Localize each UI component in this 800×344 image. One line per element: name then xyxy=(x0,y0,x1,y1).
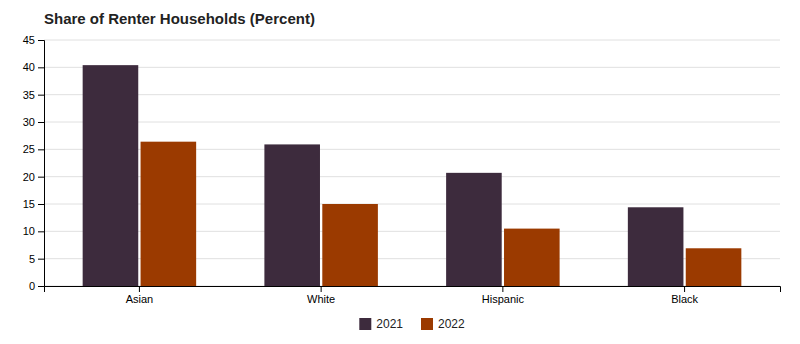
tick-label: 20 xyxy=(23,171,35,183)
title: Share of Renter Households (Percent) xyxy=(44,10,315,27)
tick: 5 xyxy=(29,253,44,265)
tick-label: 0 xyxy=(29,280,35,292)
legend-label: 2022 xyxy=(438,317,465,331)
tick-mark xyxy=(139,286,140,292)
x-axis: Asian White Hispanic Black xyxy=(45,286,781,305)
tick-mark xyxy=(38,204,44,205)
legend-swatch xyxy=(359,318,371,330)
tick-label: 40 xyxy=(23,61,35,73)
tick: 15 xyxy=(23,198,44,210)
axis-line xyxy=(38,41,45,287)
tick-label: 30 xyxy=(23,116,35,128)
series xyxy=(141,142,742,286)
tick-mark xyxy=(38,67,44,68)
legend-item: 2021 xyxy=(359,317,403,331)
tick-label: White xyxy=(307,293,335,305)
legend-item: 2022 xyxy=(421,317,465,331)
bar xyxy=(686,248,742,286)
tick-label: 5 xyxy=(29,253,35,265)
tick: Hispanic xyxy=(482,286,525,305)
grid-line xyxy=(44,40,780,41)
tick-label: 45 xyxy=(23,34,35,46)
tick-label: 15 xyxy=(23,198,35,210)
tick-mark xyxy=(684,286,685,292)
plot: 0 5 10 15 20 25 30 35 40 45 Asian White Hispanic Blac… xyxy=(23,34,781,305)
legend: 2021 2022 xyxy=(359,317,465,331)
tick: 35 xyxy=(23,89,44,101)
grid-line xyxy=(44,122,780,123)
tick: 0 xyxy=(29,280,44,292)
tick-mark xyxy=(38,95,44,96)
bar xyxy=(322,204,378,286)
tick-label: 25 xyxy=(23,143,35,155)
grid xyxy=(44,40,780,286)
y-axis: 0 5 10 15 20 25 30 35 40 45 xyxy=(23,34,45,292)
legend-swatch xyxy=(421,318,433,330)
tick: 25 xyxy=(23,143,44,155)
bar xyxy=(83,65,139,286)
grid-line xyxy=(44,67,780,68)
tick: 30 xyxy=(23,116,44,128)
tick: Asian xyxy=(126,286,154,305)
tick-label: Black xyxy=(671,293,698,305)
axis-line xyxy=(45,287,781,293)
grid-line xyxy=(44,94,780,95)
tick: White xyxy=(307,286,335,305)
tick-mark xyxy=(38,149,44,150)
tick-label: Hispanic xyxy=(482,293,525,305)
tick-mark xyxy=(38,286,44,287)
tick-label: Asian xyxy=(126,293,154,305)
tick-mark xyxy=(502,286,503,292)
tick: Black xyxy=(671,286,698,305)
tick-label: 10 xyxy=(23,225,35,237)
bar xyxy=(446,173,502,286)
tick: 10 xyxy=(23,225,44,237)
bar xyxy=(141,142,197,286)
tick-mark xyxy=(38,122,44,123)
tick-mark xyxy=(38,177,44,178)
legend-label: 2021 xyxy=(376,317,403,331)
bar xyxy=(504,229,560,286)
bar xyxy=(628,207,684,286)
tick: 45 xyxy=(23,34,44,46)
bar xyxy=(264,144,320,286)
chart: 0 5 10 15 20 25 30 35 40 45 Asian White Hispanic Blac… xyxy=(0,0,800,344)
tick-mark xyxy=(38,40,44,41)
tick: 20 xyxy=(23,171,44,183)
bars xyxy=(83,65,742,286)
tick-mark xyxy=(321,286,322,292)
tick-label: 35 xyxy=(23,89,35,101)
tick-mark xyxy=(38,231,44,232)
series xyxy=(83,65,684,286)
tick: 40 xyxy=(23,61,44,73)
tick-mark xyxy=(38,259,44,260)
